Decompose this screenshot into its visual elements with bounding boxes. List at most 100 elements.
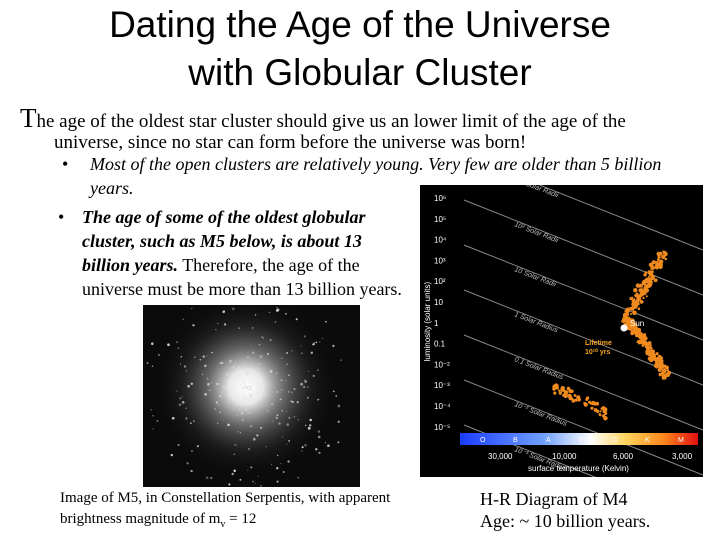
cluster-star — [233, 469, 236, 473]
cluster-star — [276, 414, 279, 416]
hr-star — [641, 341, 646, 345]
cluster-star — [275, 364, 277, 366]
cluster-star — [317, 369, 319, 371]
hr-caption-age: Age: ~ 10 billion years. — [480, 511, 651, 531]
cluster-star — [240, 412, 244, 415]
hr-star — [555, 386, 559, 390]
lifetime-label: Lifetime — [585, 340, 612, 347]
spectral-class-label: O — [480, 437, 486, 444]
cluster-star — [256, 434, 259, 437]
cluster-star — [272, 420, 274, 422]
hr-star — [553, 391, 557, 395]
cluster-star — [286, 443, 288, 445]
hr-star — [558, 391, 562, 395]
cluster-star — [157, 353, 160, 357]
cluster-star — [236, 414, 238, 416]
cluster-star — [293, 416, 296, 418]
cluster-star — [192, 324, 195, 327]
cluster-star — [204, 364, 207, 368]
cluster-star — [242, 362, 244, 364]
hr-star — [636, 302, 640, 306]
cluster-star — [315, 448, 318, 451]
cluster-star — [262, 382, 265, 384]
cluster-star — [269, 339, 272, 342]
cluster-star — [231, 366, 234, 369]
hr-star — [629, 312, 633, 315]
m5-cluster-svg — [143, 305, 360, 487]
cluster-star — [278, 422, 281, 425]
hr-star — [632, 310, 637, 316]
cluster-star — [286, 363, 288, 366]
radius-line — [463, 334, 703, 431]
cluster-star — [254, 314, 257, 316]
cluster-star — [276, 480, 279, 483]
hr-star — [658, 259, 663, 264]
slide-title-line-2: with Globular Cluster — [188, 52, 532, 93]
cluster-star — [219, 362, 221, 364]
hr-star — [644, 271, 648, 274]
cluster-star — [249, 388, 252, 391]
hr-star — [638, 340, 643, 345]
hr-star — [650, 347, 653, 350]
cluster-star — [337, 404, 341, 408]
cluster-star — [242, 387, 245, 390]
cluster-star — [222, 385, 226, 389]
cluster-star — [177, 444, 179, 446]
cluster-star — [318, 398, 320, 400]
cluster-star — [181, 401, 185, 404]
spectral-class-label: K — [645, 437, 650, 444]
hr-star — [649, 349, 654, 354]
hr-star — [627, 309, 631, 312]
cluster-star — [151, 342, 154, 345]
hr-star — [655, 365, 658, 369]
cluster-star — [282, 436, 284, 438]
cluster-star — [245, 408, 247, 411]
cluster-star — [217, 422, 219, 424]
cluster-star — [229, 396, 232, 399]
y-axis-label: luminosity (solar units) — [423, 281, 432, 361]
hr-star — [560, 385, 565, 391]
cluster-star — [275, 309, 279, 312]
hr-star — [664, 367, 667, 369]
cluster-star — [284, 312, 287, 315]
cluster-star — [235, 444, 237, 446]
cluster-star — [279, 398, 282, 401]
sun-label: Sun — [630, 319, 644, 328]
cluster-star — [239, 478, 242, 481]
cluster-star — [233, 364, 236, 367]
cluster-star — [201, 373, 204, 376]
cluster-star — [250, 466, 253, 469]
spectral-class-label: A — [546, 437, 551, 444]
cluster-star — [215, 401, 218, 404]
cluster-star — [239, 405, 242, 407]
cluster-star — [258, 367, 260, 370]
hr-star — [666, 369, 670, 372]
cluster-star — [288, 417, 291, 419]
cluster-star — [179, 397, 182, 400]
cluster-star — [199, 358, 202, 361]
cluster-star — [176, 341, 179, 344]
hr-star — [642, 296, 645, 300]
cluster-star — [263, 337, 265, 339]
x-tick-label: 10,000 — [552, 452, 577, 461]
hr-star — [657, 255, 661, 259]
hr-star — [602, 409, 607, 414]
cluster-star — [246, 371, 249, 375]
bullet-2-emphasis: The age of some of the oldest globular c… — [82, 207, 366, 275]
cluster-star — [206, 377, 209, 380]
cluster-star — [340, 359, 342, 362]
cluster-star — [304, 380, 308, 383]
cluster-star — [190, 382, 194, 386]
cluster-star — [247, 385, 250, 388]
spectral-class-label: B — [513, 437, 518, 444]
cluster-star — [185, 407, 187, 409]
spectral-class-label: G — [612, 437, 617, 444]
cluster-star — [222, 310, 225, 314]
cluster-star — [288, 439, 291, 442]
hr-star — [647, 275, 650, 278]
hr-star — [656, 251, 661, 257]
cluster-star — [204, 392, 207, 396]
intro-paragraph: The age of the oldest star cluster shoul… — [20, 100, 700, 153]
cluster-star — [181, 396, 183, 398]
cluster-star — [291, 349, 293, 352]
